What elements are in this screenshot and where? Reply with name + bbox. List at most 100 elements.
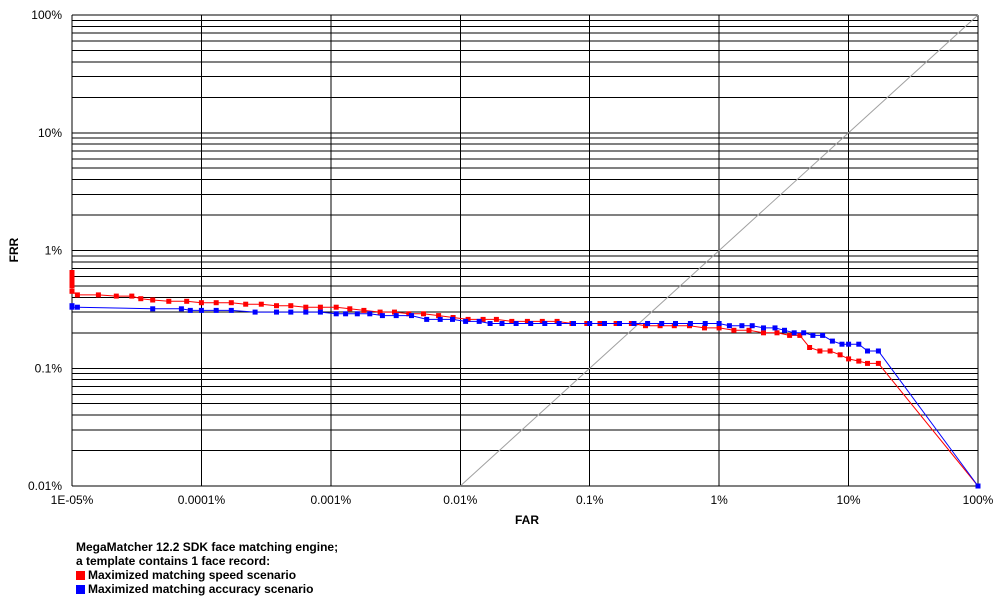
- data-point: [69, 274, 75, 280]
- data-point: [846, 341, 852, 347]
- data-point: [774, 330, 780, 336]
- x-tick-label: 10%: [837, 493, 861, 507]
- data-point: [113, 293, 119, 299]
- data-point: [856, 341, 862, 347]
- data-point: [731, 327, 737, 333]
- data-point: [749, 323, 755, 329]
- data-point: [150, 297, 156, 303]
- data-point: [739, 323, 745, 329]
- y-tick-label: 10%: [38, 126, 62, 140]
- data-point: [377, 309, 383, 315]
- data-point: [571, 321, 576, 326]
- data-point: [659, 321, 665, 326]
- data-point: [702, 325, 707, 331]
- data-point: [150, 306, 156, 312]
- data-point: [303, 309, 309, 315]
- series-1: [69, 303, 981, 489]
- data-point: [787, 332, 793, 338]
- data-point: [213, 300, 219, 306]
- data-point: [726, 323, 732, 329]
- data-point: [772, 325, 778, 331]
- data-point: [810, 332, 816, 338]
- data-point: [587, 321, 593, 326]
- y-tick-label: 0.01%: [28, 479, 62, 493]
- data-point: [354, 311, 360, 317]
- data-point: [74, 304, 80, 310]
- x-tick-label: 100%: [963, 493, 994, 507]
- data-point: [499, 321, 505, 326]
- data-point: [602, 321, 607, 326]
- data-point: [617, 321, 622, 326]
- data-point: [392, 309, 397, 315]
- x-tick-label: 0.0001%: [178, 493, 226, 507]
- legend-heading-line-1: MegaMatcher 12.2 SDK face matching engin…: [76, 540, 338, 554]
- data-point: [846, 356, 852, 362]
- data-point: [975, 483, 981, 489]
- y-tick-label: 0.1%: [35, 361, 63, 375]
- legend-entry-accuracy: Maximized matching accuracy scenario: [76, 582, 338, 596]
- data-point: [379, 313, 385, 319]
- data-point: [797, 332, 803, 338]
- data-point: [645, 321, 651, 326]
- axis-layer: 1E-05% 0.0001% 0.001% 0.01% 0.1% 1% 10% 100% 0.0…: [28, 8, 994, 507]
- data-point: [258, 301, 264, 307]
- data-point: [424, 316, 430, 322]
- data-point: [95, 292, 101, 298]
- data-point: [673, 321, 678, 326]
- data-point: [631, 321, 637, 326]
- legend-swatch-accuracy: [76, 584, 85, 594]
- data-point: [187, 307, 193, 313]
- data-point: [463, 318, 469, 324]
- legend-heading-text-2: a template contains 1 face record:: [76, 554, 271, 568]
- data-point: [343, 311, 349, 317]
- data-point: [69, 304, 75, 310]
- data-point: [782, 327, 787, 333]
- data-point: [252, 309, 258, 315]
- data-point: [476, 318, 482, 324]
- data-point: [875, 360, 881, 366]
- data-point: [556, 321, 562, 326]
- legend-label-speed: Maximized matching speed scenario: [88, 568, 297, 582]
- data-point: [865, 348, 870, 354]
- data-point: [69, 270, 75, 275]
- data-point: [166, 298, 172, 304]
- data-point: [791, 330, 797, 336]
- data-point: [716, 321, 722, 326]
- x-tick-label: 0.01%: [443, 493, 477, 507]
- data-point: [716, 325, 722, 331]
- legend-label-accuracy: Maximized matching accuracy scenario: [88, 582, 314, 596]
- data-point: [138, 296, 144, 302]
- data-point: [69, 278, 75, 284]
- data-point: [856, 358, 862, 364]
- legend-swatch-speed: [76, 570, 85, 580]
- data-point: [524, 318, 530, 324]
- data-point: [198, 300, 204, 306]
- data-point: [129, 293, 135, 299]
- data-point: [820, 332, 826, 338]
- data-point: [69, 283, 75, 289]
- data-point: [213, 307, 219, 313]
- y-tick-label: 1%: [45, 244, 63, 258]
- series-line: [71, 272, 979, 487]
- data-point: [493, 316, 499, 322]
- legend: MegaMatcher 12.2 SDK face matching engin…: [76, 540, 338, 596]
- data-point: [228, 307, 234, 313]
- legend-heading-line-2: a template contains 1 face record:: [76, 554, 338, 568]
- data-point: [74, 292, 80, 298]
- data-point: [228, 300, 234, 306]
- x-tick-label: 0.1%: [576, 493, 604, 507]
- data-point: [865, 360, 870, 366]
- data-point: [333, 311, 339, 317]
- data-point: [687, 321, 693, 326]
- data-point: [437, 316, 443, 322]
- data-point: [509, 318, 515, 324]
- data-point: [875, 348, 881, 354]
- data-point: [198, 307, 204, 313]
- data-point: [436, 313, 442, 319]
- data-point: [761, 330, 766, 336]
- data-point: [288, 309, 294, 315]
- data-point: [827, 348, 833, 354]
- data-point: [528, 321, 534, 326]
